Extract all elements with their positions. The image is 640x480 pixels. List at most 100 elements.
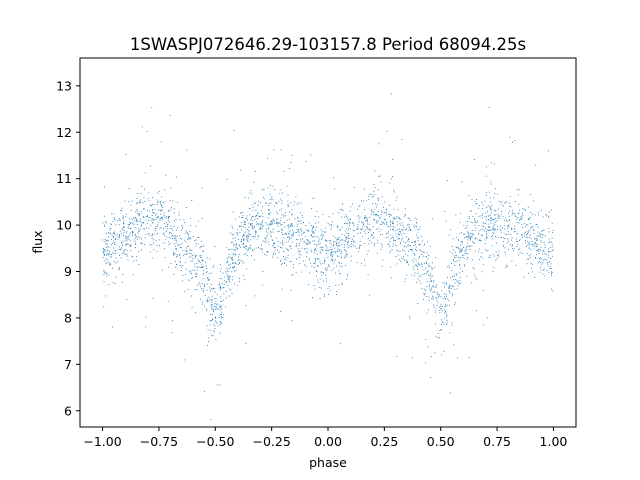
data-point: [161, 205, 163, 207]
data-point: [460, 232, 462, 234]
data-point: [288, 218, 290, 220]
data-point: [238, 261, 240, 263]
data-point: [149, 235, 151, 237]
data-point: [420, 236, 422, 238]
data-point: [424, 293, 426, 295]
data-point: [339, 245, 340, 246]
data-point: [225, 306, 226, 308]
data-point: [123, 235, 124, 236]
data-point: [486, 317, 488, 319]
data-point: [542, 269, 544, 271]
data-point: [335, 244, 337, 246]
data-point: [316, 275, 318, 277]
data-point: [389, 214, 391, 216]
data-point: [474, 201, 476, 203]
data-point: [163, 242, 165, 244]
data-point: [251, 235, 253, 237]
data-point: [208, 340, 210, 342]
data-point: [340, 252, 342, 254]
data-point: [439, 296, 441, 298]
data-point: [358, 206, 360, 207]
data-point: [513, 249, 515, 251]
data-point: [238, 244, 240, 246]
data-point: [210, 272, 212, 274]
data-point: [132, 231, 133, 232]
data-point: [107, 249, 109, 251]
data-point: [140, 225, 142, 227]
data-point: [222, 299, 224, 301]
data-point: [179, 244, 181, 246]
data-point: [459, 250, 461, 251]
data-point: [289, 168, 291, 169]
data-point: [492, 235, 494, 237]
data-point: [125, 154, 127, 155]
data-point: [249, 247, 251, 248]
data-point: [298, 202, 300, 204]
data-point: [174, 220, 176, 222]
data-point: [136, 202, 138, 204]
data-point: [548, 238, 550, 240]
data-point: [212, 310, 214, 312]
data-point: [104, 224, 106, 226]
data-point: [260, 215, 262, 217]
data-point: [321, 233, 323, 235]
data-point: [357, 209, 359, 211]
data-point: [125, 235, 126, 237]
data-point: [109, 250, 111, 252]
data-point: [357, 232, 359, 234]
data-point: [416, 281, 418, 283]
data-point: [537, 239, 539, 241]
data-point: [368, 223, 370, 225]
data-point: [281, 228, 282, 230]
data-point: [484, 239, 486, 241]
data-point: [389, 221, 391, 223]
data-point: [235, 254, 237, 256]
data-point: [347, 275, 348, 277]
data-point: [246, 234, 248, 236]
data-point: [303, 248, 305, 250]
data-point: [103, 280, 105, 282]
data-point: [494, 210, 496, 211]
data-point: [363, 242, 365, 244]
data-point: [409, 219, 411, 221]
data-point: [129, 246, 131, 248]
data-point: [283, 256, 285, 258]
data-point: [426, 281, 428, 283]
data-point: [296, 258, 297, 260]
data-point: [286, 225, 288, 227]
data-point: [315, 250, 317, 252]
data-point: [281, 214, 283, 216]
data-point: [524, 223, 526, 224]
data-point: [214, 306, 216, 308]
data-point: [284, 221, 285, 223]
data-point: [226, 285, 228, 287]
data-point: [528, 241, 530, 243]
data-point: [372, 203, 373, 205]
data-point: [270, 236, 272, 238]
data-point: [191, 273, 193, 275]
data-point: [234, 266, 236, 268]
data-point: [516, 218, 518, 220]
data-point: [345, 236, 346, 238]
data-point: [485, 212, 487, 214]
data-point: [472, 240, 474, 242]
data-point: [110, 239, 112, 241]
data-point: [261, 222, 263, 224]
data-point: [232, 259, 234, 261]
data-point: [365, 233, 367, 234]
data-point: [320, 271, 322, 273]
data-point: [181, 242, 183, 244]
data-point: [108, 284, 110, 286]
data-point: [548, 216, 550, 218]
data-point: [239, 232, 241, 234]
data-point: [231, 279, 233, 281]
data-point: [509, 136, 511, 138]
data-point: [536, 240, 538, 241]
data-point: [419, 280, 421, 282]
data-point: [170, 263, 172, 265]
data-point: [494, 219, 496, 221]
data-point: [220, 285, 221, 287]
data-point: [108, 246, 110, 248]
data-point: [118, 268, 120, 270]
data-point: [402, 225, 404, 227]
